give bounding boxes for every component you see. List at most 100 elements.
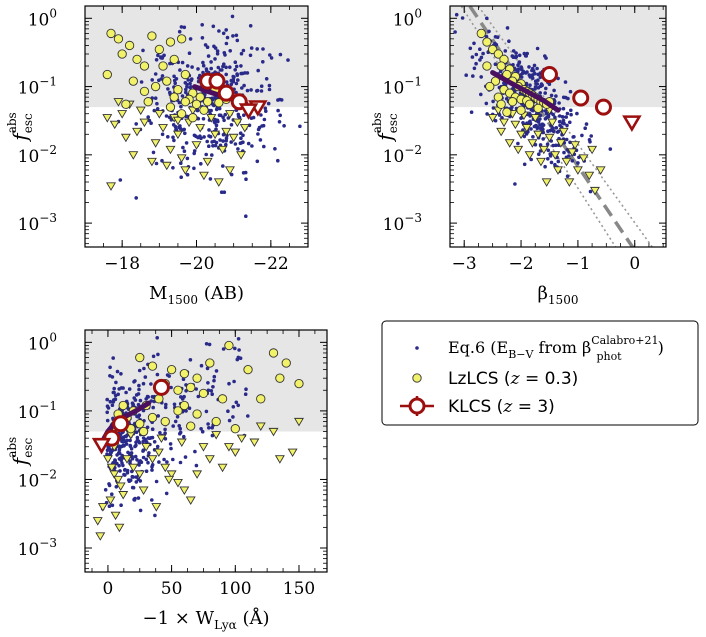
eq6-dot: [168, 442, 173, 446]
eq6-dot: [243, 392, 248, 397]
lzlcs-circle: [493, 49, 503, 59]
eq6-dot: [511, 49, 516, 53]
x-tick-label: 0: [103, 579, 114, 599]
eq6-dot: [146, 460, 150, 465]
lzlcs-triangle: [135, 106, 146, 116]
eq6-dot: [128, 443, 132, 448]
lzlcs-triangle: [117, 110, 128, 119]
eq6-dot: [217, 106, 222, 111]
lzlcs-circle: [230, 424, 240, 434]
eq6-dot: [239, 64, 243, 68]
eq6-dot: [199, 162, 203, 166]
lzlcs-triangle: [547, 118, 558, 128]
lzlcs-circle: [160, 416, 170, 427]
eq6-dot: [192, 166, 196, 171]
eq6-dot: [224, 28, 228, 32]
eq6-dot: [228, 49, 232, 53]
eq6-dot: [201, 117, 206, 121]
eq6-dot: [177, 29, 182, 34]
lzlcs-triangle: [150, 139, 161, 148]
eq6-dot: [224, 80, 229, 84]
eq6-dot: [507, 39, 511, 43]
x-tick-label: −18: [104, 254, 140, 274]
eq6-dot: [124, 442, 129, 446]
eq6-dot: [141, 436, 146, 440]
eq6-dot: [182, 127, 186, 132]
eq6-dot: [118, 469, 122, 473]
eq6-dot: [114, 380, 118, 385]
eq6-dot: [255, 47, 259, 51]
lzlcs-circle: [158, 61, 168, 71]
lzlcs-triangle: [516, 130, 527, 140]
eq6-dot: [160, 74, 165, 78]
lzlcs-triangle: [210, 130, 221, 140]
eq6-dot: [172, 402, 177, 407]
eq6-dot: [166, 87, 170, 91]
lzlcs-triangles: [92, 417, 304, 541]
lzlcs-circle: [214, 98, 224, 108]
lzlcs-circle: [502, 107, 512, 117]
eq6-dot: [236, 78, 240, 82]
lzlcs-circle: [132, 54, 142, 65]
eq6-dot: [209, 389, 214, 393]
lzlcs-triangle: [102, 455, 113, 464]
lzlcs-triangle: [544, 133, 555, 143]
lzlcs-triangle: [92, 517, 103, 526]
eq6-dot: [105, 397, 109, 402]
eq6-dot: [157, 460, 161, 464]
eq6-dot: [235, 357, 240, 362]
eq6-dot: [215, 52, 220, 56]
eq6-dot: [241, 133, 245, 138]
eq6-dot: [248, 53, 253, 58]
eq6-dot: [516, 141, 520, 146]
eq6-dot: [167, 115, 172, 120]
eq6-dot: [171, 135, 175, 140]
eq6-dot: [134, 196, 138, 200]
eq6-dot: [519, 75, 524, 79]
eq6-dot: [259, 89, 264, 93]
eq6-dot: [256, 68, 261, 73]
eq6-dot: [201, 60, 205, 65]
eq6-dot: [143, 375, 148, 379]
eq6-dot: [522, 51, 527, 56]
eq6-dot: [233, 142, 238, 146]
eq6-dot: [580, 133, 584, 138]
eq6-dot: [532, 63, 537, 68]
eq6-dot: [136, 392, 141, 396]
eq6-dot: [474, 61, 478, 66]
panel-3: 0 50 100 150 100 10−1 10−2 10−3 −1 × WLyα (Å) fes…: [5, 329, 328, 632]
eq6-dot: [164, 491, 169, 496]
eq6-dot: [227, 418, 232, 423]
eq6-dot: [221, 139, 225, 143]
lzlcs-triangle: [166, 470, 177, 479]
eq6-dot: [234, 400, 239, 405]
eq6-dot: [277, 120, 282, 124]
eq6-dot: [153, 513, 157, 518]
lzlcs-triangle: [128, 151, 139, 160]
lzlcs-triangle: [558, 127, 569, 137]
shaded-region: [450, 6, 666, 108]
eq6-dot: [133, 454, 138, 459]
lzlcs-circle: [256, 394, 266, 404]
eq6-dot: [454, 12, 459, 17]
eq6-dot: [116, 392, 120, 397]
eq6-dot: [183, 455, 188, 459]
eq6-dot: [142, 366, 146, 371]
klcs-circle: [208, 72, 226, 90]
lzlcs-circle: [199, 105, 209, 115]
klcs-circle: [594, 98, 612, 116]
y-tick-label: 100: [28, 6, 57, 30]
lzlcs-triangle: [527, 139, 538, 148]
eq6-dot: [135, 435, 140, 440]
eq6-dot: [229, 172, 234, 177]
lzlcs-circle: [117, 49, 127, 59]
lzlcs-triangle: [553, 166, 563, 175]
eq6-dot: [589, 134, 593, 138]
eq6-dot: [163, 437, 168, 441]
eq6-dot: [105, 410, 109, 415]
eq6-dot: [178, 426, 182, 431]
lzlcs-triangle: [499, 118, 509, 128]
lzlcs-triangle: [224, 110, 235, 119]
eq6-dot: [184, 141, 189, 145]
lzlcs-circle: [192, 373, 202, 383]
